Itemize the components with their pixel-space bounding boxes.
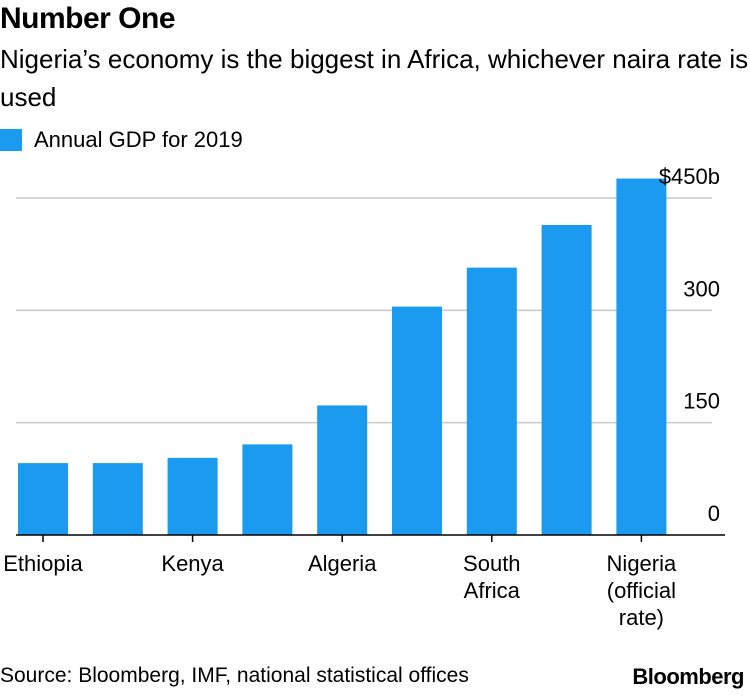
y-tick-label: 300 [683,276,720,301]
bar [167,457,218,535]
bar [616,178,667,536]
y-tick-label: $450b [659,164,720,189]
legend-label: Annual GDP for 2019 [34,127,243,152]
x-tick-label: Ethiopia [3,551,83,576]
chart-subtitle: Nigeria’s economy is the biggest in Afri… [0,44,749,112]
bar [466,267,517,535]
axes [16,534,725,542]
x-tick-label: South Africa [463,551,521,603]
bars [18,178,667,536]
chart-title: Number One [0,2,176,35]
axis-labels: 0 150 300 $450b Ethiopia Kenya Algeria South Afr… [3,164,720,630]
x-tick-label: Algeria [308,551,377,576]
source-note: Source: Bloomberg, IMF, national statist… [0,664,469,687]
bar [18,463,68,535]
y-tick-label: 0 [708,501,720,526]
gridlines [16,197,712,424]
bloomberg-logo: Bloomberg [632,664,744,689]
bar-chart: 0 150 300 $450b Ethiopia Kenya Algeria South Afr… [3,164,725,630]
bar [92,463,143,535]
x-tick-label: Kenya [161,551,224,576]
legend-swatch [0,129,22,151]
bar [317,405,368,535]
y-tick-label: 150 [683,389,720,414]
bar [242,444,293,535]
x-tick-label: Nigeria (official rate) [607,551,677,630]
legend: Annual GDP for 2019 [0,124,243,156]
bar [541,224,592,535]
bar [392,306,442,535]
